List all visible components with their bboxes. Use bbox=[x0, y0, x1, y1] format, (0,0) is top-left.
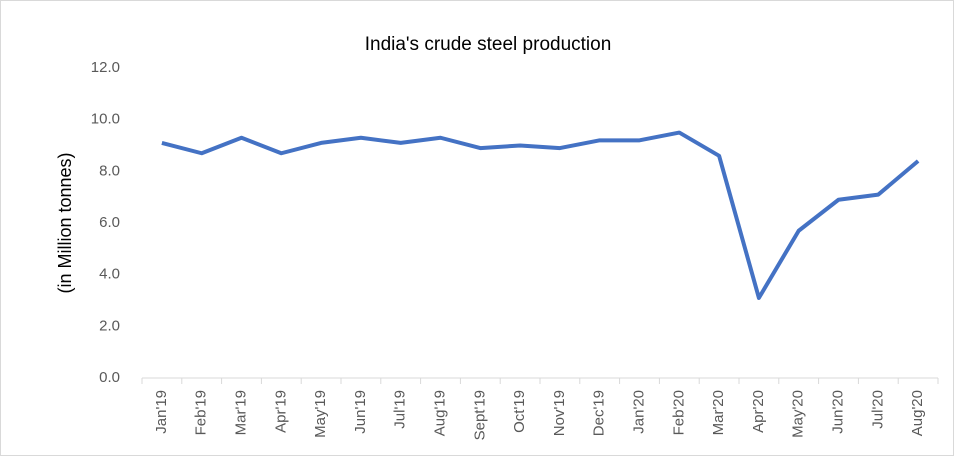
x-tick-label: Jun'20 bbox=[829, 390, 846, 434]
y-axis-label: (in Million tonnes) bbox=[55, 152, 75, 293]
x-tick-label: Jan'20 bbox=[630, 390, 647, 434]
y-tick-label: 6.0 bbox=[99, 214, 120, 231]
x-tick-label: May'19 bbox=[312, 390, 329, 438]
x-tick-label: Dec'19 bbox=[591, 390, 608, 436]
x-tick-label: Jul'20 bbox=[869, 390, 886, 429]
x-tick-label: Jul'19 bbox=[392, 390, 409, 429]
x-tick-label: Oct'19 bbox=[511, 390, 528, 433]
x-tick-label: Feb'19 bbox=[193, 390, 210, 435]
series-line bbox=[161, 130, 920, 300]
x-tick-label: Aug'20 bbox=[909, 390, 926, 436]
y-tick-label: 8.0 bbox=[99, 162, 120, 179]
y-tick-label: 2.0 bbox=[99, 317, 120, 334]
x-tick-label: May'20 bbox=[790, 390, 807, 438]
y-tick-label: 12.0 bbox=[91, 59, 120, 76]
x-tick-label: Sept'19 bbox=[471, 390, 488, 440]
x-tick-label: Mar'19 bbox=[232, 390, 249, 435]
chart-title: India's crude steel production bbox=[365, 34, 612, 55]
x-tick-label: Feb'20 bbox=[670, 390, 687, 435]
x-tick-label: Aug'19 bbox=[431, 390, 448, 436]
y-tick-label: 0.0 bbox=[99, 369, 120, 386]
x-tick-label: Mar'20 bbox=[710, 390, 727, 435]
y-tick-label: 4.0 bbox=[99, 266, 120, 283]
y-tick-label: 10.0 bbox=[91, 111, 120, 128]
x-tick-label: Jun'19 bbox=[352, 390, 369, 434]
x-tick-label: Nov'19 bbox=[551, 390, 568, 436]
x-tick-label: Apr'19 bbox=[272, 390, 289, 433]
x-tick-label: Apr'20 bbox=[750, 390, 767, 433]
x-tick-label: Jan'19 bbox=[153, 390, 170, 434]
